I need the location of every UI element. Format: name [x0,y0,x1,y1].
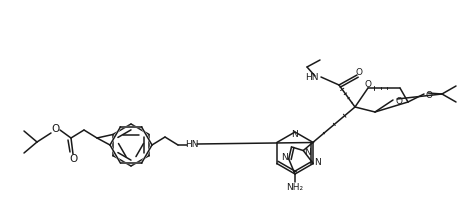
Text: N: N [292,130,298,139]
Text: O: O [426,90,433,99]
Text: O: O [52,124,60,134]
Text: O: O [365,79,372,88]
Text: NH₂: NH₂ [287,183,303,191]
Text: N: N [314,158,321,167]
Text: O: O [356,68,362,77]
Text: N: N [281,153,288,162]
Text: O: O [69,154,77,164]
Text: HN: HN [185,139,199,148]
Text: HN: HN [305,73,319,81]
Text: N: N [304,148,311,157]
Text: O: O [395,97,402,106]
